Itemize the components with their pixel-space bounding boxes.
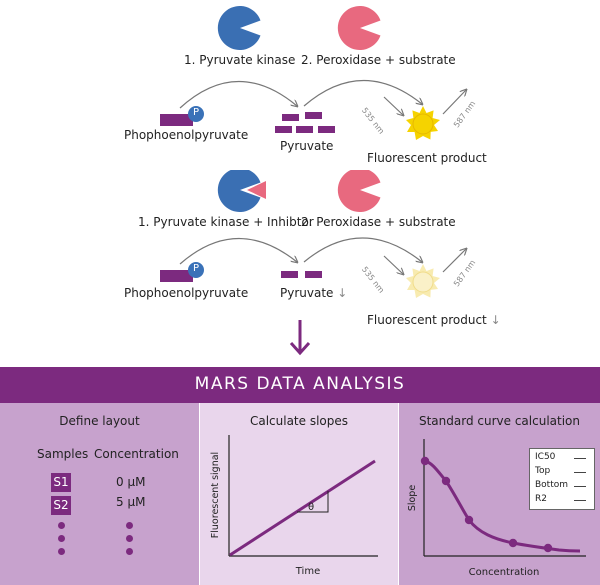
fit-parameters-legend: IC50 Top Bottom R2 (529, 448, 595, 510)
legend-line (574, 486, 586, 487)
substrate-label: Phophoenolpyruvate (124, 128, 249, 142)
fluorescent-product-sun-pale-icon (406, 264, 440, 298)
x-axis-label: Time (295, 566, 320, 577)
reaction-arrow-2 (303, 79, 422, 107)
calculate-slopes-title: Calculate slopes (249, 414, 349, 428)
standard-curve-title: Standard curve calculation (418, 414, 580, 428)
fluorescent-product-label: Fluorescent product (367, 151, 487, 165)
phosphoenolpyruvate-molecule-icon (160, 114, 193, 126)
pyruvate-label: Pyruvate ↓ (280, 286, 347, 300)
more-samples-dot (58, 548, 65, 555)
phosphate-label: P (192, 263, 200, 274)
fluorescent-product-label-text: Fluorescent product (367, 313, 487, 327)
more-values-dot (126, 535, 133, 542)
more-values-dot (126, 548, 133, 555)
emission-arrow (442, 249, 466, 273)
samples-header: Samples (37, 447, 89, 461)
pyruvate-label: Pyruvate (280, 139, 334, 153)
phosphoenolpyruvate-molecule-icon (160, 270, 193, 282)
reaction-diagram-top (160, 5, 600, 140)
define-layout-title: Define layout (59, 414, 140, 428)
legend-item-bottom: Bottom (535, 480, 569, 490)
enzyme2-label: 2. Peroxidase + substrate (301, 53, 456, 67)
data-point (464, 515, 474, 525)
data-point (441, 476, 451, 486)
legend-item-top: Top (535, 466, 551, 476)
analysis-banner (0, 367, 600, 403)
define-layout-panel (0, 403, 199, 585)
pyruvate-kinase-enzyme-icon (217, 170, 261, 212)
data-point (420, 456, 430, 466)
legend-item-r2: R2 (535, 494, 547, 504)
y-axis-label: Slope (407, 485, 418, 512)
reaction-arrow-1 (179, 237, 297, 265)
pyruvate-kinase-enzyme-icon (217, 5, 261, 50)
concentration-value-s2: 5 μM (116, 495, 146, 509)
reaction-diagram-inhibited (160, 170, 600, 298)
phosphate-icon (188, 106, 204, 122)
concentration-header: Concentration (94, 447, 179, 461)
analysis-title: MARS DATA ANALYSIS (194, 374, 406, 394)
pyruvate-label-text: Pyruvate (280, 286, 334, 300)
decrease-arrow-icon: ↓ (490, 313, 501, 327)
slope-plot: θ Fluorescent signal Time (210, 435, 378, 577)
more-values-dot (126, 522, 133, 529)
data-point (543, 543, 553, 553)
pyruvate-molecules-icon (281, 271, 322, 278)
phosphate-label: P (192, 107, 200, 118)
sample-box-s1: S1 (51, 473, 71, 492)
peroxidase-enzyme-icon (337, 170, 381, 212)
legend-line (574, 472, 586, 473)
slope-angle-triangle (297, 491, 329, 513)
slope-line (229, 459, 376, 557)
phosphate-icon (188, 262, 204, 278)
enzyme2-label: 2. Peroxidase + substrate (301, 215, 456, 229)
substrate-label: Phophoenolpyruvate (124, 286, 249, 300)
more-samples-dot (58, 535, 65, 542)
sample-box-s2: S2 (51, 496, 71, 515)
legend-line (574, 500, 586, 501)
reaction-arrow-1 (179, 80, 297, 109)
angle-theta-label: θ (308, 502, 314, 513)
concentration-value-s1: 0 μM (116, 475, 146, 489)
fluorescent-product-label: Fluorescent product ↓ (367, 313, 501, 327)
enzyme1-inhibitor-label: 1. Pyruvate kinase + Inhibtor (138, 215, 314, 229)
fluorescent-product-sun-icon (406, 106, 440, 140)
legend-item-ic50: IC50 (535, 452, 556, 462)
excitation-arrow (383, 96, 403, 115)
emission-arrow (442, 90, 466, 115)
excitation-arrow (383, 255, 403, 274)
inhibitor-icon (247, 181, 266, 199)
pyruvate-molecules-icon (275, 112, 335, 133)
legend-line (574, 458, 586, 459)
x-axis-label: Concentration (469, 567, 540, 578)
standard-curve-plot: Slope Concentration (407, 439, 586, 578)
data-point (508, 538, 518, 548)
y-axis-label: Fluorescent signal (210, 452, 221, 538)
down-arrow-icon (289, 320, 311, 356)
enzyme1-label: 1. Pyruvate kinase (184, 53, 296, 67)
peroxidase-enzyme-icon (337, 5, 381, 50)
more-samples-dot (58, 522, 65, 529)
decrease-arrow-icon: ↓ (337, 286, 348, 300)
reaction-arrow-2 (303, 237, 422, 262)
